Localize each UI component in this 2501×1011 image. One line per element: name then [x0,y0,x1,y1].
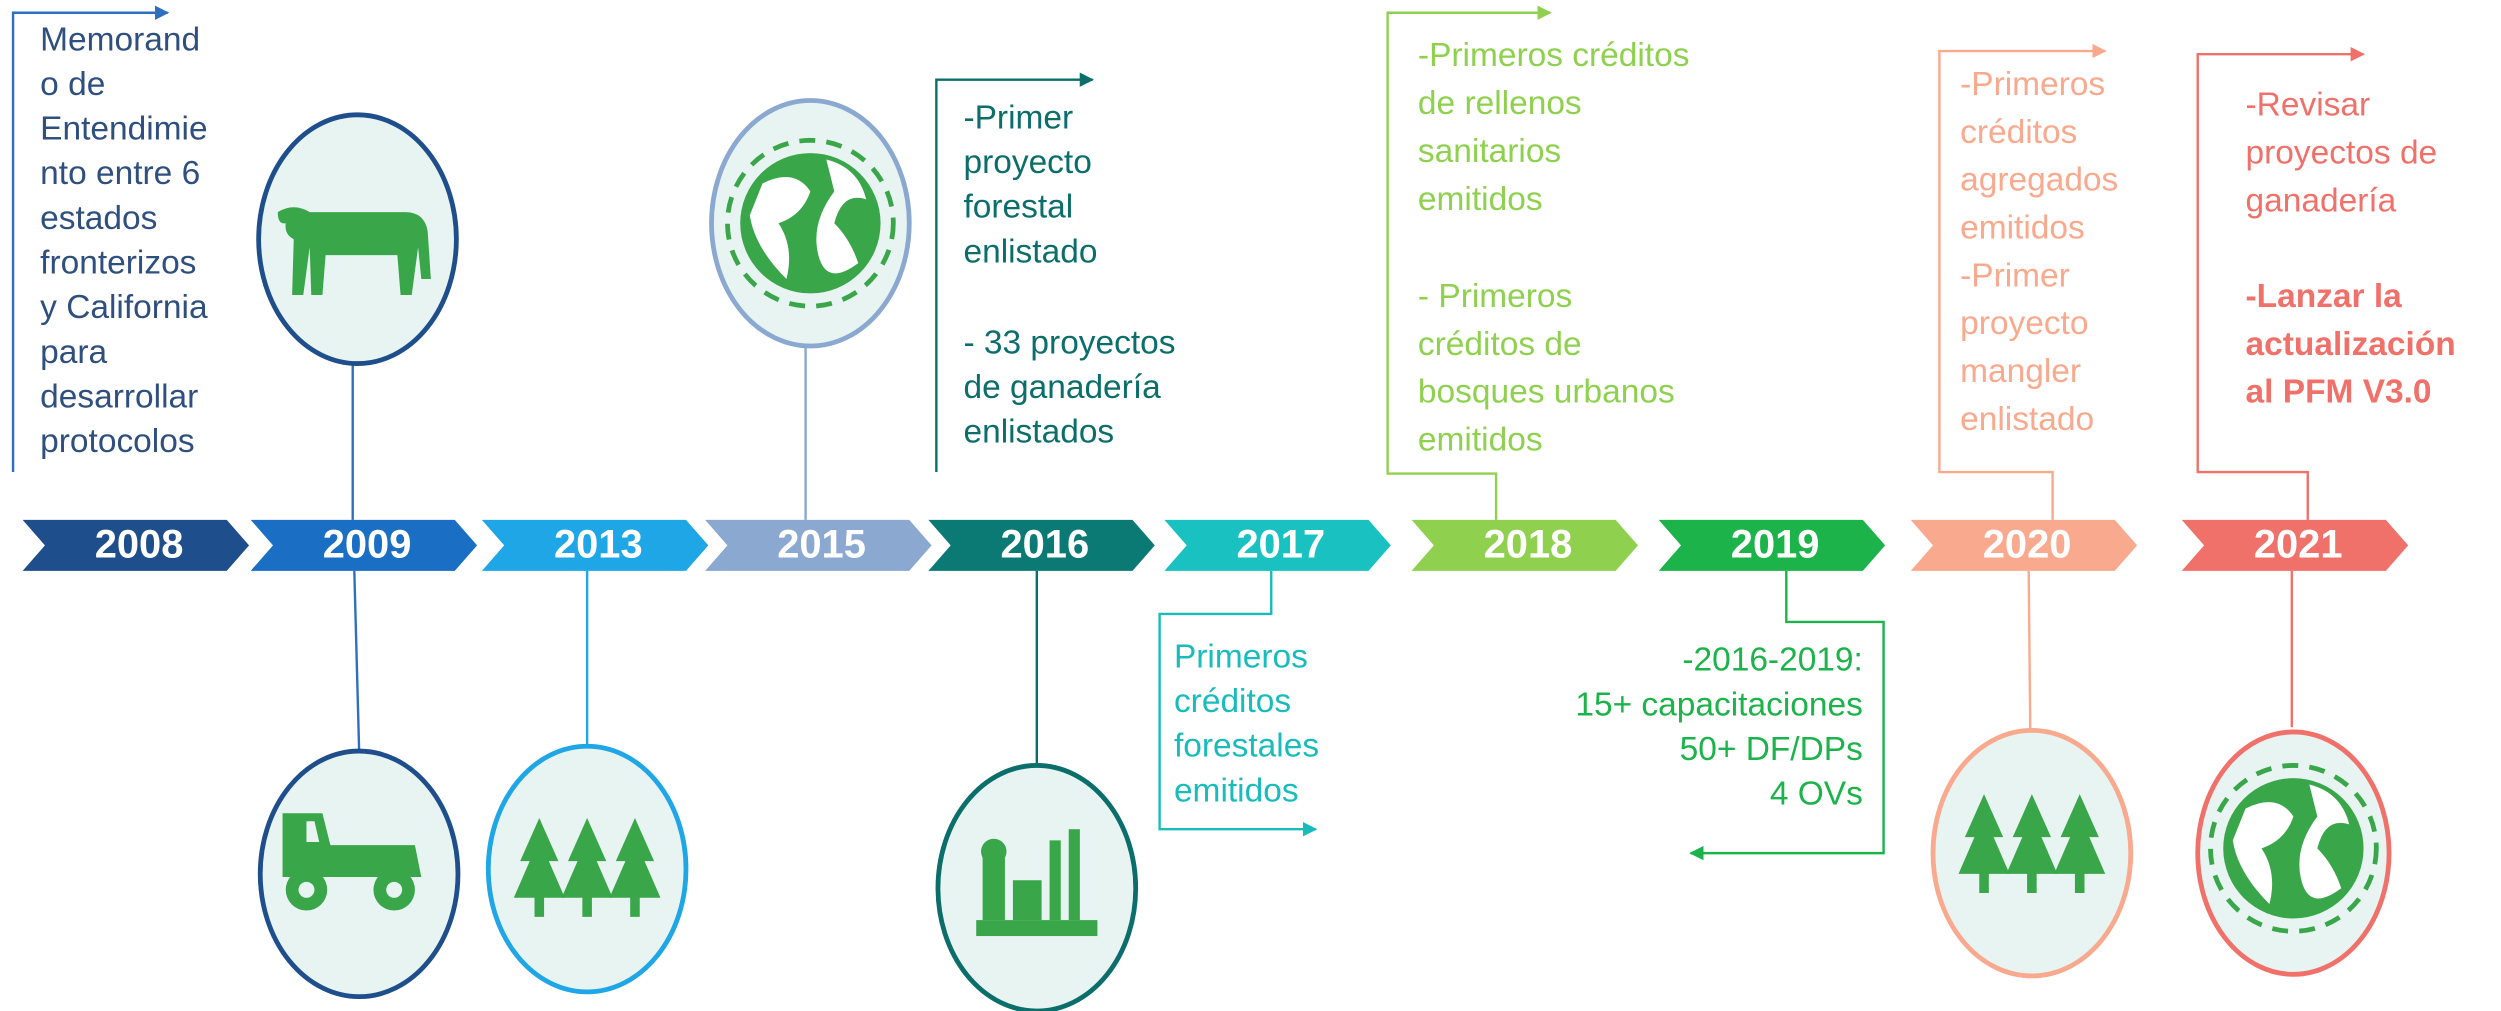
note-line: estados [40,200,157,237]
note-line: créditos de [1418,326,1582,363]
note-line: de ganadería [963,369,1161,406]
note-line: forestales [1174,728,1319,765]
year-chevron [1411,519,1638,571]
note-line: Primeros [1174,638,1308,675]
year-chevron [705,519,932,571]
note-line: proyecto [963,144,1091,181]
note-line: para [40,334,107,371]
year-label: 2009 [323,522,412,566]
note-line: -Revisar [2246,87,2371,124]
note-line: o de [40,66,105,103]
note-line: mangler [1960,353,2081,390]
connectors [11,5,2365,861]
note-line: emitidos [1418,422,1543,459]
note-line: 50+ DF/DPs [1680,731,1863,768]
note-line: nto entre 6 [40,155,200,192]
note-line: -Primer [1960,257,2070,294]
note-line: forestal [963,189,1073,226]
year-label: 2008 [95,522,184,566]
note-line: -Lanzar la [2246,278,2403,315]
icons [256,98,2392,1011]
note-line: emitidos [1960,209,2085,246]
year-label: 2021 [2254,522,2343,566]
note-line: agregados [1960,162,2118,199]
note-line: 15+ capacitaciones [1575,686,1862,723]
year-chevron [481,519,709,571]
note-line: sanitarios [1418,133,1561,170]
note-line: proyecto [1960,305,2088,342]
note-line: ganadería [2246,182,2397,219]
year-label: 2017 [1236,522,1325,566]
note-line: proyectos de [2246,135,2438,172]
year-label: 2020 [1983,522,2072,566]
note-line: emitidos [1174,772,1299,809]
year-label: 2015 [777,522,866,566]
note-line: - Primeros [1418,278,1572,315]
note-line: fronterizos [40,245,196,282]
note-line: enlistado [963,233,1097,270]
year-chevron [1910,519,2138,571]
note-line: créditos [1960,114,2077,151]
year-chevron [928,519,1155,571]
note-line: desarrollar [40,379,198,416]
note-line: protocolos [40,423,194,460]
year-chevron [22,519,250,571]
note-line: -2016-2019: [1682,642,1863,679]
note-line: -Primer [963,99,1073,136]
note-line: 4 OVs [1770,776,1863,813]
year-chevron [1658,519,1886,571]
year-chevron [2181,519,2409,571]
year-chevron [1164,519,1391,571]
year-label: 2018 [1484,522,1573,566]
note-line: actualización [2246,326,2456,363]
note-line: Entendimie [40,111,207,148]
note-line: al PFM V3.0 [2246,374,2432,411]
note-line: y California [40,289,208,326]
note-line: Memorand [40,21,200,58]
year-label: 2016 [1000,522,1089,566]
note-line: créditos [1174,683,1291,720]
note-line: emitidos [1418,181,1543,218]
note-line: de rellenos [1418,85,1582,122]
note-line: bosques urbanos [1418,374,1675,411]
note-line: -Primeros [1960,66,2105,103]
note-line: - 33 proyectos [963,324,1175,361]
note-line: enlistado [1960,401,2094,438]
note-line: -Primeros créditos [1418,37,1690,74]
year-chevron [250,519,478,571]
year-label: 2019 [1731,522,1820,566]
note-line: enlistados [963,414,1114,451]
year-label: 2013 [554,522,643,566]
